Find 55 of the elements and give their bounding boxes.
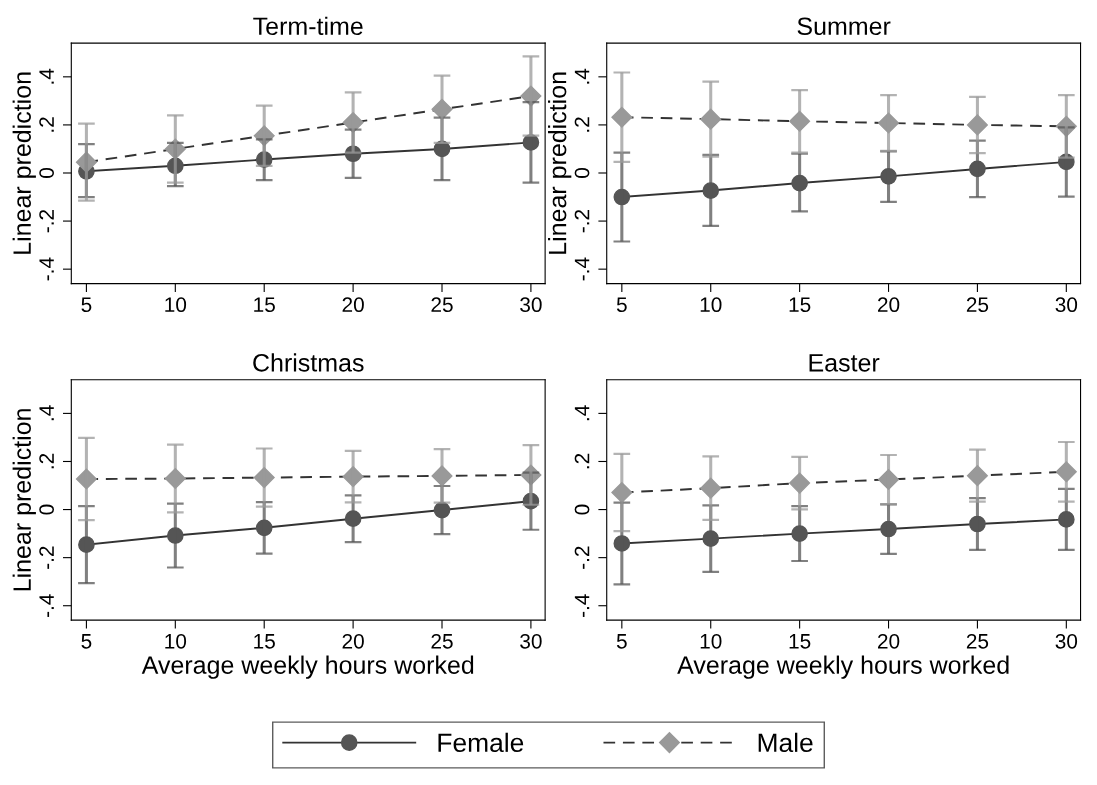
y-tick-label: -.4 [574,257,590,281]
y-tick-label: 0 [39,504,54,515]
x-tick-label: 30 [1055,297,1078,313]
y-tick-label: .4 [39,405,54,421]
chart-title: Summer [797,17,891,36]
x-tick-label: 30 [1055,633,1078,649]
y-tick-label: .2 [574,117,590,132]
x-tick-label: 20 [342,297,364,313]
y-tick-label: -.4 [574,594,590,617]
y-tick-label: .2 [39,453,54,469]
chart-title: Term-time [253,16,363,36]
x-tick-label: 20 [342,633,364,649]
x-tick-label: 5 [616,297,627,313]
x-tick-label: 10 [700,297,722,313]
x-tick-label: 25 [431,633,453,649]
y-axis-title: Linear prediction [12,409,36,591]
x-tick-label: 30 [520,633,542,649]
y-tick-label: -.4 [39,594,54,617]
y-axis-title: Linear prediction [548,72,572,254]
x-tick-label: 25 [431,297,453,313]
x-axis-title: Average weekly hours worked [677,655,1009,679]
y-tick-label: .4 [574,68,590,84]
x-tick-label: 10 [165,633,187,649]
x-tick-label: 5 [81,634,92,649]
x-tick-label: 5 [616,634,627,649]
x-tick-label: 10 [165,297,187,313]
y-tick-label: .4 [39,68,54,84]
y-tick-label: 0 [574,504,590,515]
y-tick-label: .2 [39,117,54,132]
y-tick-label: -.2 [574,209,590,233]
y-tick-label: -.2 [39,209,54,233]
y-tick-label: .2 [574,453,590,469]
y-tick-label: -.2 [574,546,590,569]
x-tick-label: 15 [789,297,811,313]
x-axis-title: Average weekly hours worked [141,655,474,679]
y-tick-label: -.2 [39,546,54,569]
x-tick-label: 15 [789,634,811,649]
text: Female [438,732,524,753]
x-tick-label: 30 [520,297,542,313]
x-tick-label: 5 [81,297,92,313]
chart-title: Christmas [253,353,364,372]
y-axis-title: Linear prediction [12,72,36,254]
y-tick-label: .4 [574,405,590,421]
y-tick-label: -.4 [39,257,54,281]
legend-label: Male [758,732,813,753]
x-tick-label: 15 [254,297,275,313]
x-tick-label: 20 [877,297,900,313]
y-tick-label: 0 [574,168,590,178]
x-tick-label: 15 [254,634,275,649]
x-tick-label: 20 [877,633,900,649]
x-tick-label: 10 [700,633,722,649]
x-tick-label: 25 [966,297,989,313]
y-tick-label: 0 [39,168,54,178]
x-tick-label: 25 [966,633,989,649]
chart-title: Easter [809,354,880,372]
